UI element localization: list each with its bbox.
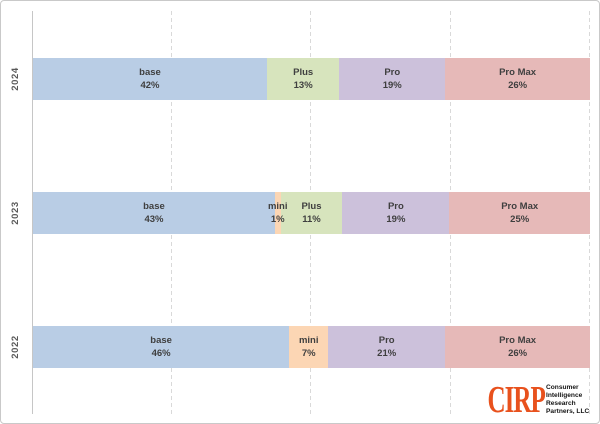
segment-2022-pro: Pro 21% [328,326,446,368]
plot-area: base 42% Plus 13% Pro 19% Pro Max 26% base 43% min… [32,11,590,414]
segment-label: Pro Max 26% [499,335,537,359]
cirp-logo-text: CIRP [487,378,545,421]
bar-row-2023: base 43% mini 1% Plus 11% Pro 19% Pro Max 25% [33,192,590,234]
segment-2024-pro-max: Pro Max 26% [445,58,590,100]
segment-label: Plus 13% [293,67,314,91]
segment-2023-pro-max: Pro Max 25% [449,192,590,234]
segment-label: Pro 21% [377,335,397,359]
segment-2022-mini: mini 7% [289,326,329,368]
y-axis-line [32,11,33,414]
segment-2023-mini: mini 1% [268,192,288,234]
segment-label: base 46% [150,335,172,359]
segment-2023-base: base 43% [33,192,275,234]
axis-label-2022: 2022 [9,335,21,359]
segment-label: mini 1% [267,201,288,225]
segment-label: Pro 19% [382,67,402,91]
bar-row-2022: base 46% mini 7% Pro 21% Pro Max 26% [33,326,590,368]
cirp-logo: CIRP Consumer Intelligence Research Part… [458,378,591,421]
logo-line: Intelligence [546,392,583,399]
segment-2022-base: base 46% [33,326,290,368]
segment-2023-plus: Plus 11% [280,192,343,234]
logo-line: Research [546,400,577,407]
segment-2022-pro-max: Pro Max 26% [445,326,590,368]
segment-label: mini 7% [298,335,319,359]
segment-label: base 43% [143,201,165,225]
logo-line: Partners, LLC [546,408,590,415]
axis-label-2023: 2023 [9,201,21,225]
segment-label: base 42% [139,67,161,91]
segment-label: Plus 11% [301,201,322,225]
segment-label: Pro Max 26% [499,67,537,91]
segment-2023-pro: Pro 19% [342,192,450,234]
segment-label: Pro Max 25% [501,201,539,225]
cirp-logo-subtext: Consumer Intelligence Research Partners,… [546,384,589,416]
bar-row-2024: base 42% Plus 13% Pro 19% Pro Max 26% [33,58,590,100]
axis-label-2024: 2024 [9,67,21,91]
segment-2024-base: base 42% [33,58,267,100]
segment-2024-plus: Plus 13% [266,58,340,100]
logo-line: Consumer [546,384,580,391]
segment-2024-pro: Pro 19% [339,58,446,100]
segment-label: Pro 19% [386,201,406,225]
